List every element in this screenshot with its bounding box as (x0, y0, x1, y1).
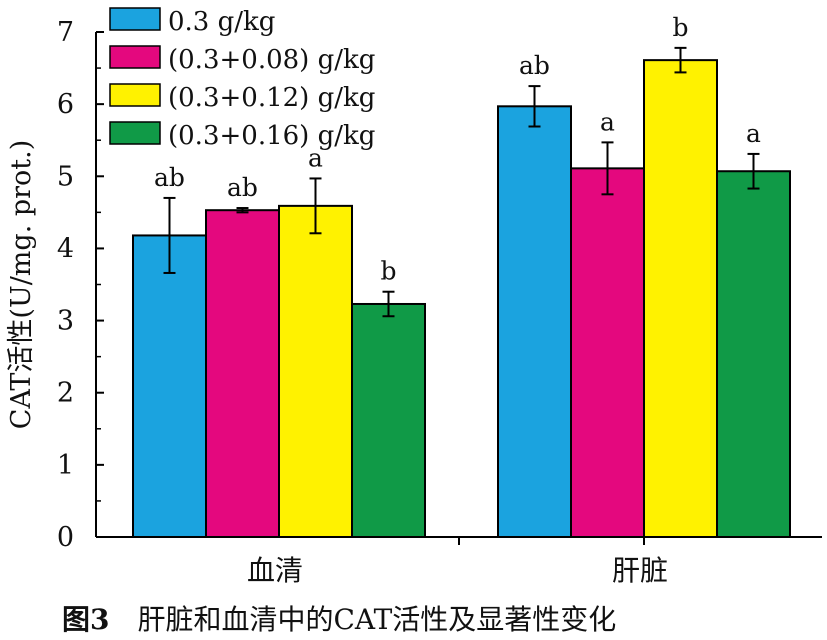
significance-label: a (746, 119, 761, 148)
legend-swatch (109, 121, 161, 145)
legend-swatch (109, 83, 161, 107)
significance-label: a (600, 107, 615, 136)
bar (643, 59, 718, 539)
legend-label: (0.3+0.12) g/kg (168, 83, 375, 113)
bar (716, 170, 791, 538)
x-tick-label: 肝脏 (612, 554, 668, 587)
significance-label: b (672, 13, 688, 42)
legend: 0.3 g/kg (0.3+0.08) g/kg (0.3+0.12) g/kg (0… (109, 7, 375, 151)
bar (132, 234, 207, 538)
axes: 0 1 2 3 4 5 6 7 CAT活性(U/mg. prot.) 血清 肝脏 (6, 17, 822, 587)
y-tick-label: 2 (57, 378, 74, 409)
bar (205, 209, 280, 538)
y-axis-title: CAT活性(U/mg. prot.) (6, 140, 37, 430)
y-tick-label: 1 (57, 450, 74, 481)
legend-label: 0.3 g/kg (168, 7, 275, 37)
y-tick-label: 5 (57, 161, 74, 192)
x-tick-label: 血清 (247, 554, 303, 587)
legend-label: (0.3+0.16) g/kg (168, 121, 375, 151)
caption-text: 肝脏和血清中的CAT活性及显著性变化 (137, 603, 617, 636)
figure-label: 图3 (62, 603, 110, 636)
bar (351, 302, 426, 538)
y-tick-label: 3 (57, 306, 74, 337)
bar (497, 105, 572, 539)
bar (278, 204, 353, 538)
significance-label: ab (519, 51, 550, 80)
y-tick-label: 0 (57, 522, 74, 553)
legend-swatch (109, 7, 161, 31)
legend-label: (0.3+0.08) g/kg (168, 45, 375, 75)
significance-label: ab (154, 163, 185, 192)
bar (570, 167, 645, 538)
significance-label: ab (227, 173, 258, 202)
y-tick-label: 6 (57, 89, 74, 120)
significance-label: a (308, 143, 323, 172)
y-tick-label: 7 (57, 17, 74, 48)
figure-caption: 图3 肝脏和血清中的CAT活性及显著性变化 (62, 598, 616, 638)
legend-swatch (109, 45, 161, 69)
significance-label: b (380, 257, 396, 286)
y-tick-label: 4 (57, 233, 74, 264)
